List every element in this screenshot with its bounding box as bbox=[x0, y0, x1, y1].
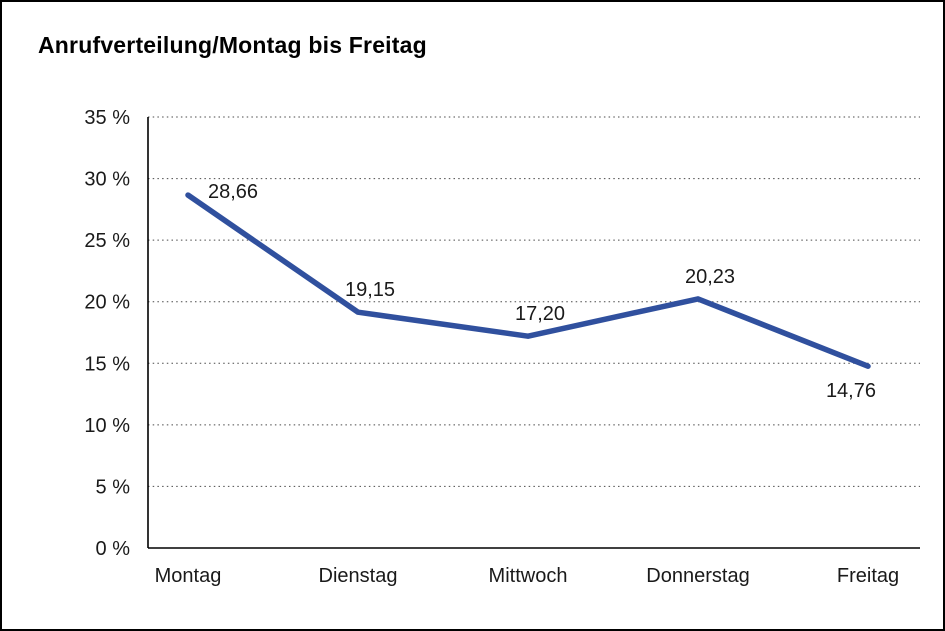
x-axis-category-label: Montag bbox=[155, 565, 222, 587]
y-axis-tick-label: 0 % bbox=[96, 538, 131, 560]
y-axis-tick-label: 35 % bbox=[84, 107, 130, 129]
x-axis-category-label: Donnerstag bbox=[646, 565, 749, 587]
data-point-label: 28,66 bbox=[208, 181, 258, 203]
data-point-label: 14,76 bbox=[826, 380, 876, 402]
data-point-label: 20,23 bbox=[685, 266, 735, 288]
data-point-label: 19,15 bbox=[345, 279, 395, 301]
data-point-label: 17,20 bbox=[515, 303, 565, 325]
y-axis-tick-label: 20 % bbox=[84, 292, 130, 314]
y-axis-tick-label: 15 % bbox=[84, 353, 130, 375]
y-axis-tick-label: 5 % bbox=[96, 476, 131, 498]
data-line bbox=[185, 192, 871, 369]
x-axis-category-label: Mittwoch bbox=[489, 565, 568, 587]
y-axis-tick-label: 30 % bbox=[84, 169, 130, 191]
chart-title: Anrufverteilung/Montag bis Freitag bbox=[38, 32, 427, 58]
y-axis-tick-label: 10 % bbox=[84, 415, 130, 437]
x-axis-category-label: Dienstag bbox=[319, 565, 398, 587]
x-axis-category-label: Freitag bbox=[837, 565, 899, 587]
y-axis-tick-label: 25 % bbox=[84, 230, 130, 252]
